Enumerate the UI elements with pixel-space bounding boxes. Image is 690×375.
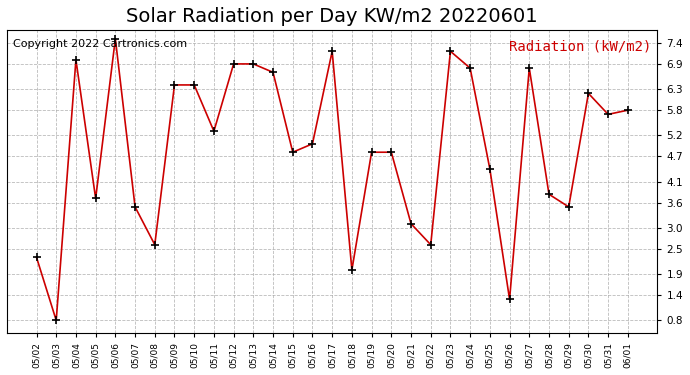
Text: Radiation (kW/m2): Radiation (kW/m2) bbox=[509, 39, 651, 53]
Text: Copyright 2022 Cartronics.com: Copyright 2022 Cartronics.com bbox=[13, 39, 188, 50]
Title: Solar Radiation per Day KW/m2 20220601: Solar Radiation per Day KW/m2 20220601 bbox=[126, 7, 538, 26]
